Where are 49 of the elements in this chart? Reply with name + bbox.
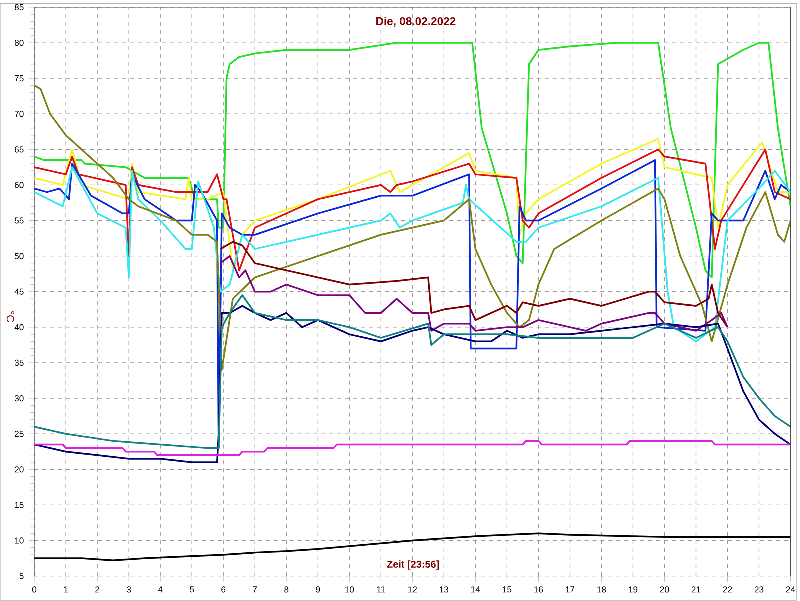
x-tick-label: 11 xyxy=(377,586,386,592)
line-series xyxy=(34,84,791,371)
y-tick-label: 80 xyxy=(14,40,24,46)
line-series xyxy=(34,166,791,342)
x-tick-label: 15 xyxy=(503,586,512,593)
x-tick-label: 4 xyxy=(158,586,163,592)
y-tick-label: 45 xyxy=(14,288,24,295)
y-tick-label: 10 xyxy=(15,538,24,544)
y-tick-label: 15 xyxy=(15,502,24,508)
y-tick-label: 50 xyxy=(14,253,24,260)
x-tick-label: 18 xyxy=(598,586,606,593)
x-tick-label: 2 xyxy=(96,586,100,593)
x-tick-label: 17 xyxy=(566,586,575,592)
x-tick-label: 24 xyxy=(786,586,796,593)
x-tick-label: 13 xyxy=(440,586,449,593)
x-tick-label: 20 xyxy=(660,586,670,593)
x-tick-label: 16 xyxy=(534,586,544,593)
x-tick-label: 22 xyxy=(723,586,732,593)
text: Die, 08.02.2022 xyxy=(376,17,456,27)
y-tick-label: 55 xyxy=(14,218,24,224)
y-tick-label: 5 xyxy=(20,573,24,580)
y-tick-label: 30 xyxy=(14,395,24,402)
y-tick-label: 40 xyxy=(14,324,24,330)
y-tick-label: 25 xyxy=(15,430,24,438)
y-tick-label: 70 xyxy=(15,110,24,118)
x-tick-label: 9 xyxy=(316,586,320,593)
x-tick-label: 0 xyxy=(32,586,37,593)
y-tick-label: 35 xyxy=(14,360,24,366)
x-tick-label: 3 xyxy=(127,586,132,593)
line-series xyxy=(220,255,729,332)
y-axis-title: °C xyxy=(6,311,14,322)
x-tick-label: 14 xyxy=(472,586,480,592)
y-tick-label: 75 xyxy=(15,75,24,82)
x-tick-label: 12 xyxy=(408,586,418,593)
line-series xyxy=(220,241,729,328)
x-tick-label: 5 xyxy=(190,586,194,593)
y-tick-label: 60 xyxy=(15,182,24,188)
y-tick-label: 65 xyxy=(15,146,24,153)
x-tick-label: 23 xyxy=(754,586,764,593)
x-tick-label: 7 xyxy=(253,586,258,592)
y-tick-label: 20 xyxy=(15,466,24,473)
x-tick-label: 1 xyxy=(64,586,68,592)
x-tick-label: 10 xyxy=(346,586,354,593)
x-tick-label: 8 xyxy=(284,586,289,593)
x-tick-label: 19 xyxy=(629,586,638,593)
x-tick-label: 21 xyxy=(692,586,701,593)
y-tick-label: 85 xyxy=(14,4,24,10)
x-axis-title: Zeit [23:56] xyxy=(387,560,440,570)
x-tick-label: 6 xyxy=(222,586,226,593)
